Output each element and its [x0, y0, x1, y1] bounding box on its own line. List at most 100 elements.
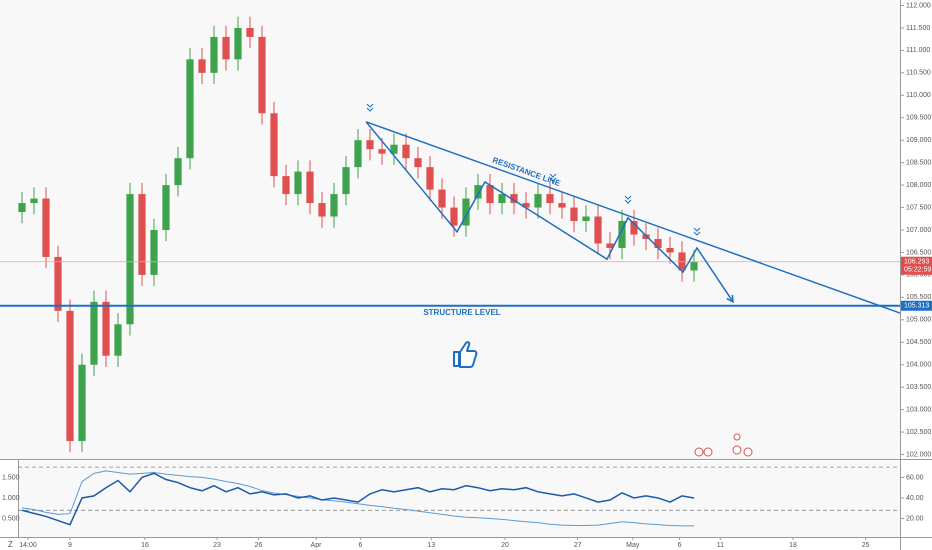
candle-body [618, 221, 626, 248]
price-pane [0, 0, 900, 459]
y-tick-label: 104.000 [906, 362, 931, 369]
y-tick-label: 106.500 [906, 249, 931, 256]
candle-body [342, 167, 350, 195]
y-tick-label: 107.500 [906, 204, 931, 211]
candle-body [534, 194, 542, 208]
x-tick-label: 13 [427, 542, 435, 549]
candle-body [114, 324, 122, 356]
y-tick-label: 0.500 [2, 515, 20, 522]
thumbs-up-icon [453, 341, 478, 368]
resistance-line [365, 121, 901, 314]
candle-body [510, 194, 518, 204]
y-tick-label: 111.500 [906, 25, 930, 32]
zigzag-path [365, 121, 734, 303]
candle-body [654, 238, 662, 248]
y-tick-label: 103.500 [906, 384, 931, 391]
y2-tick-label: 40.00 [906, 495, 924, 502]
candle-body [294, 171, 302, 195]
y-tick-label: 109.500 [906, 115, 931, 122]
y-tick-label: 111.000 [906, 47, 930, 54]
candle-body [390, 144, 398, 154]
y-tick-label: 102.500 [906, 429, 931, 436]
x-tick-label: 6 [358, 542, 362, 549]
candle-body [234, 27, 242, 60]
candle-body [498, 194, 506, 204]
x-tick-label: 11 [717, 542, 724, 549]
indicator-line [21, 470, 694, 527]
candle-body [246, 27, 254, 37]
candle-body [546, 194, 554, 204]
y2-tick-label: 60.00 [906, 474, 924, 481]
candle-body [78, 364, 86, 442]
candle-body [630, 221, 638, 235]
x-tick-label: 9 [68, 542, 72, 549]
candle-body [126, 194, 134, 325]
x-tick-label: 16 [141, 542, 149, 549]
x-tick-label: Apr [311, 542, 323, 549]
last-price-label: 106.293 [904, 259, 929, 266]
last-price-tag [901, 256, 932, 275]
candle-body [450, 207, 458, 226]
candle-body [378, 149, 386, 154]
candle-body [666, 247, 674, 253]
candle-body [318, 203, 326, 217]
candle-body [486, 185, 494, 204]
x-tick-label: 18 [789, 542, 797, 549]
x-tick-label: 23 [213, 542, 221, 549]
candle-body [570, 207, 578, 222]
zigzag-arrowhead [726, 294, 734, 304]
candle-body [282, 176, 290, 195]
structure-level-price: 105.313 [904, 303, 929, 310]
candle-body [462, 198, 470, 226]
y-tick-label: 108.000 [906, 182, 931, 189]
candle-body [474, 185, 482, 199]
x-tick-label: 25 [862, 542, 870, 549]
candle-body [222, 36, 230, 60]
candle-body [594, 216, 602, 244]
countdown-label: 05:22:59 [904, 267, 931, 274]
structure-level-tag [901, 300, 932, 311]
candle-body [186, 59, 194, 159]
candle-body [210, 36, 218, 73]
structure-level-text: STRUCTURE LEVEL [423, 308, 500, 317]
candle-body [174, 158, 182, 186]
candle-body [642, 234, 650, 239]
y-tick-label: 107.000 [906, 227, 931, 234]
candle-body [162, 185, 170, 230]
x-tick-label: 26 [254, 542, 262, 549]
candle-body [54, 256, 62, 311]
x-tick-label: 20 [501, 542, 509, 549]
y-tick-label: 110.500 [906, 70, 931, 77]
candle-body [414, 158, 422, 168]
candle-body [582, 216, 590, 222]
y-tick-label: 103.000 [906, 406, 931, 413]
y-tick-label: 109.000 [906, 137, 931, 144]
candle-body [66, 310, 74, 442]
y-tick-label: 105.000 [906, 317, 931, 324]
candle-body [366, 140, 374, 150]
candle-body [354, 140, 362, 168]
x-tick-label: 14:00 [19, 542, 37, 549]
candle-body [270, 113, 278, 177]
x-tick-label: May [626, 542, 640, 549]
candle-body [90, 301, 98, 365]
y-tick-label: 1.000 [2, 495, 20, 502]
x-tick-label: 6 [678, 542, 682, 549]
x-tick-label: 27 [574, 542, 582, 549]
candle-body [522, 203, 530, 208]
candle-body [402, 144, 410, 159]
y2-tick-label: 20.00 [906, 515, 924, 522]
candle-body [558, 203, 566, 208]
candle-body [198, 59, 206, 73]
y-tick-label: 112.000 [906, 2, 931, 9]
y-tick-label: 104.500 [906, 339, 931, 346]
candle-body [18, 203, 26, 213]
candle-body [102, 301, 110, 356]
indicator-line [21, 472, 695, 526]
y-tick-label: 105.500 [906, 294, 931, 301]
chevron-markers [366, 103, 701, 236]
candle-body [306, 171, 314, 204]
candle-body [690, 261, 698, 271]
